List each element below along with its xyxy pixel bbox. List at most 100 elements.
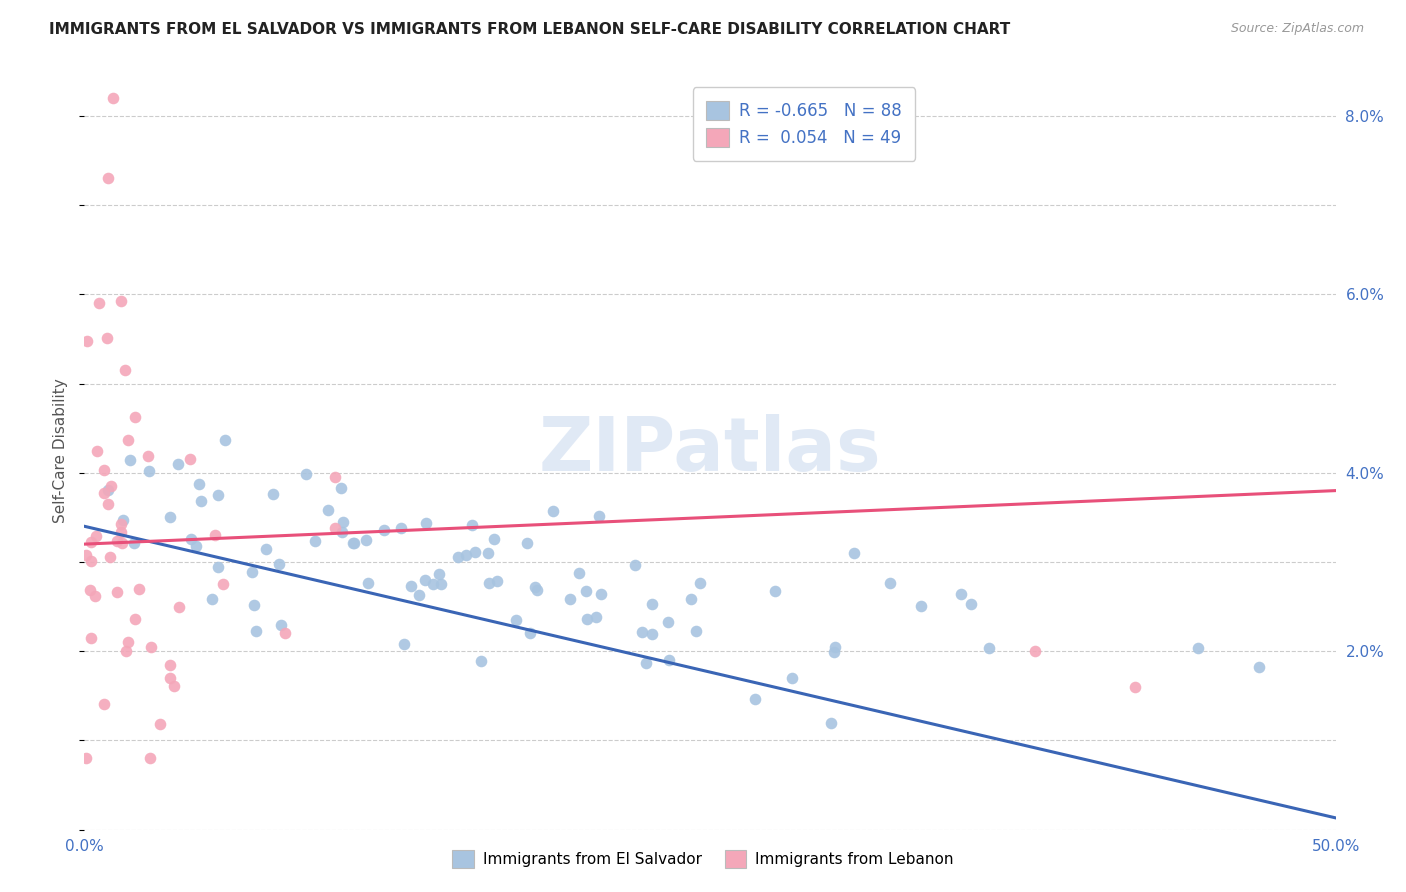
Point <box>879 576 901 591</box>
Point <box>575 612 598 626</box>
Point <box>117 635 139 649</box>
Point <box>342 536 364 550</box>
Point <box>117 433 139 447</box>
Point <box>430 576 453 591</box>
Point <box>1249 660 1271 674</box>
Point <box>408 588 430 602</box>
Point <box>304 533 326 548</box>
Point <box>323 521 346 535</box>
Point <box>115 643 138 657</box>
Point <box>207 488 229 502</box>
Point <box>575 583 598 598</box>
Point <box>318 502 340 516</box>
Point <box>977 641 1000 656</box>
Point <box>101 91 124 105</box>
Legend: R = -0.665   N = 88, R =  0.054   N = 49: R = -0.665 N = 88, R = 0.054 N = 49 <box>693 87 915 161</box>
Point <box>242 565 264 579</box>
Point <box>485 574 508 588</box>
Point <box>110 293 132 308</box>
Point <box>415 516 437 531</box>
Point <box>166 457 188 471</box>
Point <box>356 576 378 591</box>
Point <box>323 469 346 483</box>
Point <box>84 529 107 543</box>
Point <box>685 624 707 638</box>
Point <box>960 597 983 611</box>
Point <box>114 362 136 376</box>
Point <box>97 171 120 186</box>
Point <box>624 558 647 573</box>
Point <box>139 751 162 765</box>
Point <box>330 482 353 496</box>
Point <box>820 716 842 731</box>
Point <box>136 449 159 463</box>
Point <box>844 547 866 561</box>
Point <box>516 535 538 549</box>
Point <box>461 517 484 532</box>
Point <box>295 467 318 482</box>
Point <box>447 549 470 564</box>
Point <box>526 582 548 597</box>
Point <box>658 653 681 667</box>
Point <box>242 599 264 613</box>
Point <box>456 548 478 562</box>
Point <box>588 509 610 524</box>
Point <box>97 483 120 497</box>
Point <box>389 521 412 535</box>
Point <box>163 679 186 693</box>
Point <box>681 591 703 606</box>
Point <box>427 566 450 581</box>
Point <box>76 334 98 348</box>
Legend: Immigrants from El Salvador, Immigrants from Lebanon: Immigrants from El Salvador, Immigrants … <box>444 843 962 875</box>
Point <box>343 535 366 549</box>
Point <box>180 532 202 546</box>
Point <box>330 525 353 540</box>
Point <box>541 504 564 518</box>
Text: IMMIGRANTS FROM EL SALVADOR VS IMMIGRANTS FROM LEBANON SELF-CARE DISABILITY CORR: IMMIGRANTS FROM EL SALVADOR VS IMMIGRANT… <box>49 22 1011 37</box>
Point <box>75 548 97 562</box>
Point <box>212 577 235 591</box>
Point <box>950 587 973 601</box>
Point <box>636 656 658 670</box>
Point <box>96 331 118 345</box>
Point <box>523 580 546 594</box>
Point <box>640 627 662 641</box>
Point <box>86 444 108 458</box>
Point <box>399 579 422 593</box>
Point <box>167 600 190 615</box>
Point <box>631 625 654 640</box>
Point <box>780 672 803 686</box>
Point <box>422 576 444 591</box>
Point <box>1125 680 1147 694</box>
Point <box>254 542 277 557</box>
Point <box>184 539 207 553</box>
Point <box>118 452 141 467</box>
Point <box>1187 640 1209 655</box>
Point <box>207 560 229 574</box>
Point <box>159 658 181 673</box>
Point <box>763 583 786 598</box>
Point <box>138 465 160 479</box>
Point <box>80 554 103 568</box>
Point <box>641 597 664 611</box>
Point <box>824 640 846 654</box>
Point <box>270 617 292 632</box>
Text: Source: ZipAtlas.com: Source: ZipAtlas.com <box>1230 22 1364 36</box>
Point <box>332 515 354 529</box>
Text: ZIPatlas: ZIPatlas <box>538 414 882 487</box>
Point <box>464 545 486 559</box>
Point <box>477 546 499 560</box>
Point <box>149 717 172 731</box>
Point <box>269 558 291 572</box>
Point <box>159 509 181 524</box>
Point <box>111 513 134 527</box>
Point <box>107 585 129 599</box>
Point <box>124 410 146 425</box>
Point <box>190 493 212 508</box>
Point <box>122 535 145 549</box>
Point <box>110 524 132 539</box>
Point <box>470 654 492 668</box>
Point <box>87 296 110 310</box>
Point <box>93 485 115 500</box>
Point <box>188 477 211 491</box>
